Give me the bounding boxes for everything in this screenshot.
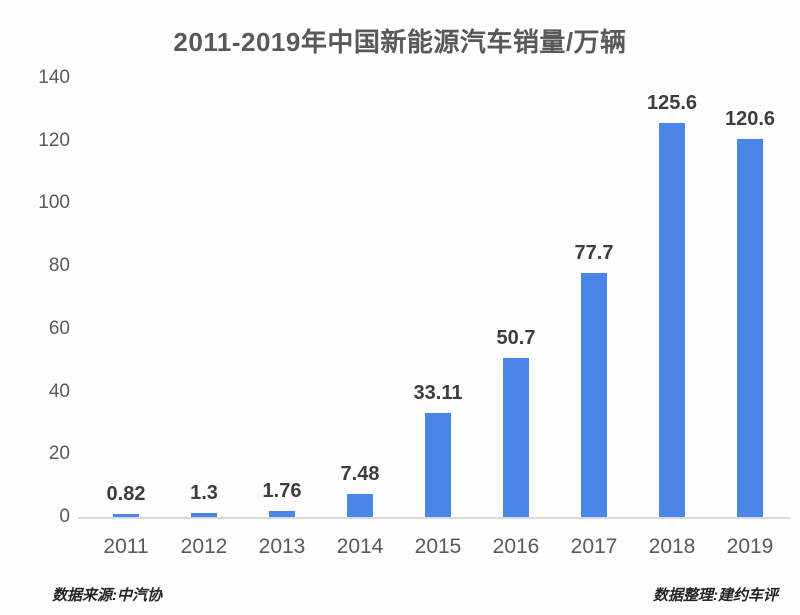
x-tick-label: 2013 bbox=[258, 535, 306, 558]
x-axis-line bbox=[78, 517, 791, 519]
y-tick-label: 60 bbox=[48, 317, 70, 339]
y-tick-label: 120 bbox=[38, 129, 70, 151]
bar-value-label: 1.76 bbox=[262, 480, 302, 503]
bar bbox=[581, 273, 607, 517]
y-tick-label: 40 bbox=[48, 380, 70, 402]
bar-value-label: 7.48 bbox=[340, 462, 380, 485]
y-tick-label: 0 bbox=[59, 506, 70, 527]
data-compiler-note: 数据整理:建约车评 bbox=[653, 587, 778, 604]
x-tick-label: 2018 bbox=[648, 535, 696, 558]
chart-title: 2011-2019年中国新能源汽车销量/万辆 bbox=[173, 27, 627, 57]
bar-value-label: 77.7 bbox=[574, 242, 614, 265]
x-tick-label: 2015 bbox=[414, 535, 462, 558]
y-tick-label: 140 bbox=[38, 67, 70, 88]
bar-value-label: 50.7 bbox=[496, 327, 536, 350]
bar bbox=[659, 123, 685, 517]
bar-value-label: 1.3 bbox=[190, 481, 218, 504]
bar bbox=[191, 512, 217, 517]
bar-value-label: 33.11 bbox=[413, 382, 463, 405]
data-source-note: 数据来源:中汽协 bbox=[52, 587, 162, 604]
y-tick-label: 80 bbox=[48, 255, 70, 277]
bar bbox=[503, 358, 529, 517]
bar bbox=[269, 511, 295, 517]
bar bbox=[347, 493, 373, 517]
x-tick-label: 2012 bbox=[180, 535, 228, 558]
bar-value-label: 0.82 bbox=[106, 483, 146, 506]
y-tick-label: 20 bbox=[48, 443, 70, 465]
x-tick-label: 2017 bbox=[570, 535, 618, 558]
bar-value-label: 120.6 bbox=[724, 107, 776, 130]
y-tick-label: 100 bbox=[38, 192, 70, 214]
bar bbox=[737, 138, 763, 517]
bar bbox=[425, 413, 451, 517]
bar bbox=[113, 514, 139, 517]
x-tick-label: 2011 bbox=[103, 535, 149, 558]
bar-value-label: 125.6 bbox=[646, 92, 698, 115]
x-tick-label: 2019 bbox=[726, 535, 774, 558]
x-tick-label: 2014 bbox=[336, 535, 384, 558]
x-tick-label: 2016 bbox=[492, 535, 540, 558]
